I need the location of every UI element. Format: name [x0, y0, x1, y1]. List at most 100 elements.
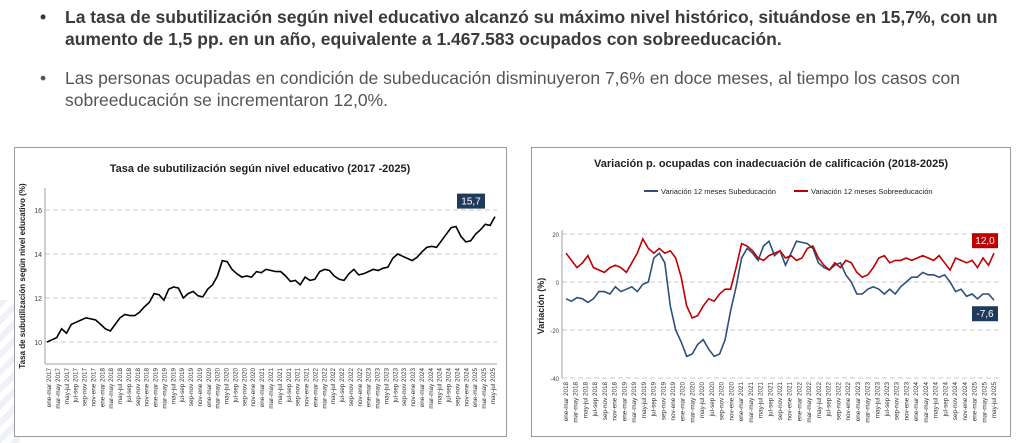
y-tick-label: 0	[556, 281, 560, 287]
x-tick-label: mar-may 2025	[481, 368, 488, 409]
x-tick-label: ene-mar 2022	[796, 382, 803, 422]
x-tick-label: ene-mar 2018	[563, 382, 570, 422]
x-tick-label: nov-ene 2019	[670, 382, 677, 421]
x-tick-label: mar-may 2019	[161, 368, 168, 409]
x-tick-label: may-jul 2025	[991, 382, 998, 419]
x-tick-label: nov-ene 2020	[728, 382, 735, 421]
x-tick-label: mar-may 2019	[631, 382, 638, 423]
y-tick-label: 12	[34, 296, 42, 303]
x-tick-label: jul-sep 2022	[826, 382, 833, 418]
x-tick-label: mar-may 2021	[748, 382, 755, 423]
y-tick-label: 10	[34, 340, 42, 347]
x-tick-label: jul-sep 2024	[446, 368, 453, 404]
x-tick-label: nov-ene 2022	[357, 368, 364, 407]
chart-title: Tasa de subutilización según nivel educa…	[110, 163, 411, 175]
x-tick-label: jul-sep 2017	[73, 368, 80, 404]
x-tick-label: nov-ene 2021	[304, 368, 311, 407]
x-tick-label: may-jul 2018	[582, 382, 589, 419]
x-tick-label: mar-may 2024	[923, 382, 930, 423]
x-tick-label: may-jul 2024	[437, 368, 444, 405]
x-tick-label: mar-may 2018	[108, 368, 115, 409]
x-tick-label: ene-mar 2019	[153, 368, 160, 408]
x-tick-label: jul-sep 2018	[126, 368, 133, 404]
x-tick-label: ene-mar 2019	[621, 382, 628, 422]
x-tick-label: nov-ene 2021	[787, 382, 794, 421]
x-tick-label: mar-may 2018	[573, 382, 580, 423]
x-tick-label: may-jul 2020	[699, 382, 706, 419]
x-tick-label: may-jul 2021	[277, 368, 284, 405]
x-tick-label: sep-nov 2023	[401, 368, 408, 407]
x-tick-label: nov-ene 2022	[845, 382, 852, 421]
x-tick-label: nov-ene 2024	[463, 368, 470, 407]
x-tick-label: jul-sep 2019	[651, 382, 658, 418]
x-tick-label: sep-nov 2024	[454, 368, 461, 407]
bullet-dot: •	[40, 68, 47, 88]
x-tick-label: may-jul 2022	[330, 368, 337, 405]
x-tick-label: may-jul 2019	[170, 368, 177, 405]
x-tick-label: jul-sep 2021	[767, 382, 774, 418]
x-tick-label: mar-may 2017	[55, 368, 62, 409]
x-tick-label: ene-mar 2018	[99, 368, 106, 408]
x-tick-label: ene-mar 2024	[913, 382, 920, 422]
x-tick-label: sep-nov 2021	[295, 368, 302, 407]
y-axis-label: Variación (%)	[536, 278, 546, 335]
x-tick-label: sep-nov 2022	[348, 368, 355, 407]
x-tick-label: may-jul 2024	[933, 382, 940, 419]
x-tick-label: may-jul 2019	[641, 382, 648, 419]
x-tick-label: ene-mar 2025	[472, 368, 479, 408]
x-tick-label: may-jul 2020	[224, 368, 231, 405]
bullet-text: La tasa de subutilización según nivel ed…	[65, 7, 998, 49]
bullet-dot: •	[40, 7, 47, 27]
x-tick-label: jul-sep 2021	[286, 368, 293, 404]
x-tick-label: jul-sep 2023	[884, 382, 891, 418]
x-tick-label: mar-may 2020	[215, 368, 222, 409]
x-tick-label: mar-may 2022	[321, 368, 328, 409]
end-label-box-sobreeducacion	[972, 233, 998, 249]
x-tick-label: sep-nov 2018	[602, 382, 609, 421]
x-tick-label: nov-ene 2019	[197, 368, 204, 407]
x-tick-label: mar-may 2020	[689, 382, 696, 423]
x-tick-label: nov-ene 2023	[410, 368, 417, 407]
y-axis-label: Tasa de subutilización según nivel educa…	[18, 183, 27, 369]
y-tick-label: 14	[34, 252, 42, 259]
chart-variacion: Variación p. ocupadas con inadecuación d…	[536, 158, 1002, 423]
x-tick-label: mar-may 2023	[375, 368, 382, 409]
end-label: 15,7	[461, 197, 481, 208]
end-label-subeducacion: -7,6	[976, 309, 994, 320]
y-tick-label: -20	[550, 329, 559, 335]
x-tick-label: jul-sep 2018	[592, 382, 599, 418]
x-tick-label: nov-ene 2018	[612, 382, 619, 421]
x-tick-label: nov-ene 2018	[144, 368, 151, 407]
x-tick-label: sep-nov 2019	[660, 382, 667, 421]
x-tick-label: sep-nov 2022	[835, 382, 842, 421]
x-tick-label: nov-ene 2023	[903, 382, 910, 421]
x-tick-label: jul-sep 2023	[392, 368, 399, 404]
x-tick-label: jul-sep 2019	[179, 368, 186, 404]
x-tick-label: may-jul 2017	[64, 368, 71, 405]
x-tick-label: nov-ene 2017	[90, 368, 97, 407]
x-tick-label: may-jul 2022	[816, 382, 823, 419]
x-tick-label: ene-mar 2023	[366, 368, 373, 408]
x-tick-label: sep-nov 2019	[188, 368, 195, 407]
x-tick-label: nov-ene 2020	[250, 368, 257, 407]
x-tick-label: ene-mar 2025	[972, 382, 979, 422]
x-tick-label: sep-nov 2024	[952, 382, 959, 421]
x-tick-label: may-jul 2023	[383, 368, 390, 405]
x-tick-label: jul-sep 2024	[942, 382, 949, 418]
x-tick-label: sep-nov 2020	[719, 382, 726, 421]
x-tick-label: may-jul 2025	[490, 368, 497, 405]
chart-title: Variación p. ocupadas con inadecuación d…	[594, 158, 948, 170]
x-tick-label: sep-nov 2023	[894, 382, 901, 421]
x-tick-label: may-jul 2023	[874, 382, 881, 419]
x-tick-label: jul-sep 2020	[232, 368, 239, 404]
x-tick-label: ene-mar 2021	[259, 368, 266, 408]
x-tick-label: mar-may 2024	[428, 368, 435, 409]
x-tick-label: sep-nov 2020	[241, 368, 248, 407]
legend-label: Variación 12 meses Subeducación	[661, 187, 776, 196]
chart-panel-variacion: Variación p. ocupadas con inadecuación d…	[531, 147, 1011, 437]
legend-label: Variación 12 meses Sobreeducación	[811, 187, 933, 196]
x-tick-label: jul-sep 2022	[339, 368, 346, 404]
x-tick-label: mar-may 2021	[268, 368, 275, 409]
y-tick-label: 16	[34, 208, 42, 215]
x-tick-label: mar-may 2025	[981, 382, 988, 423]
